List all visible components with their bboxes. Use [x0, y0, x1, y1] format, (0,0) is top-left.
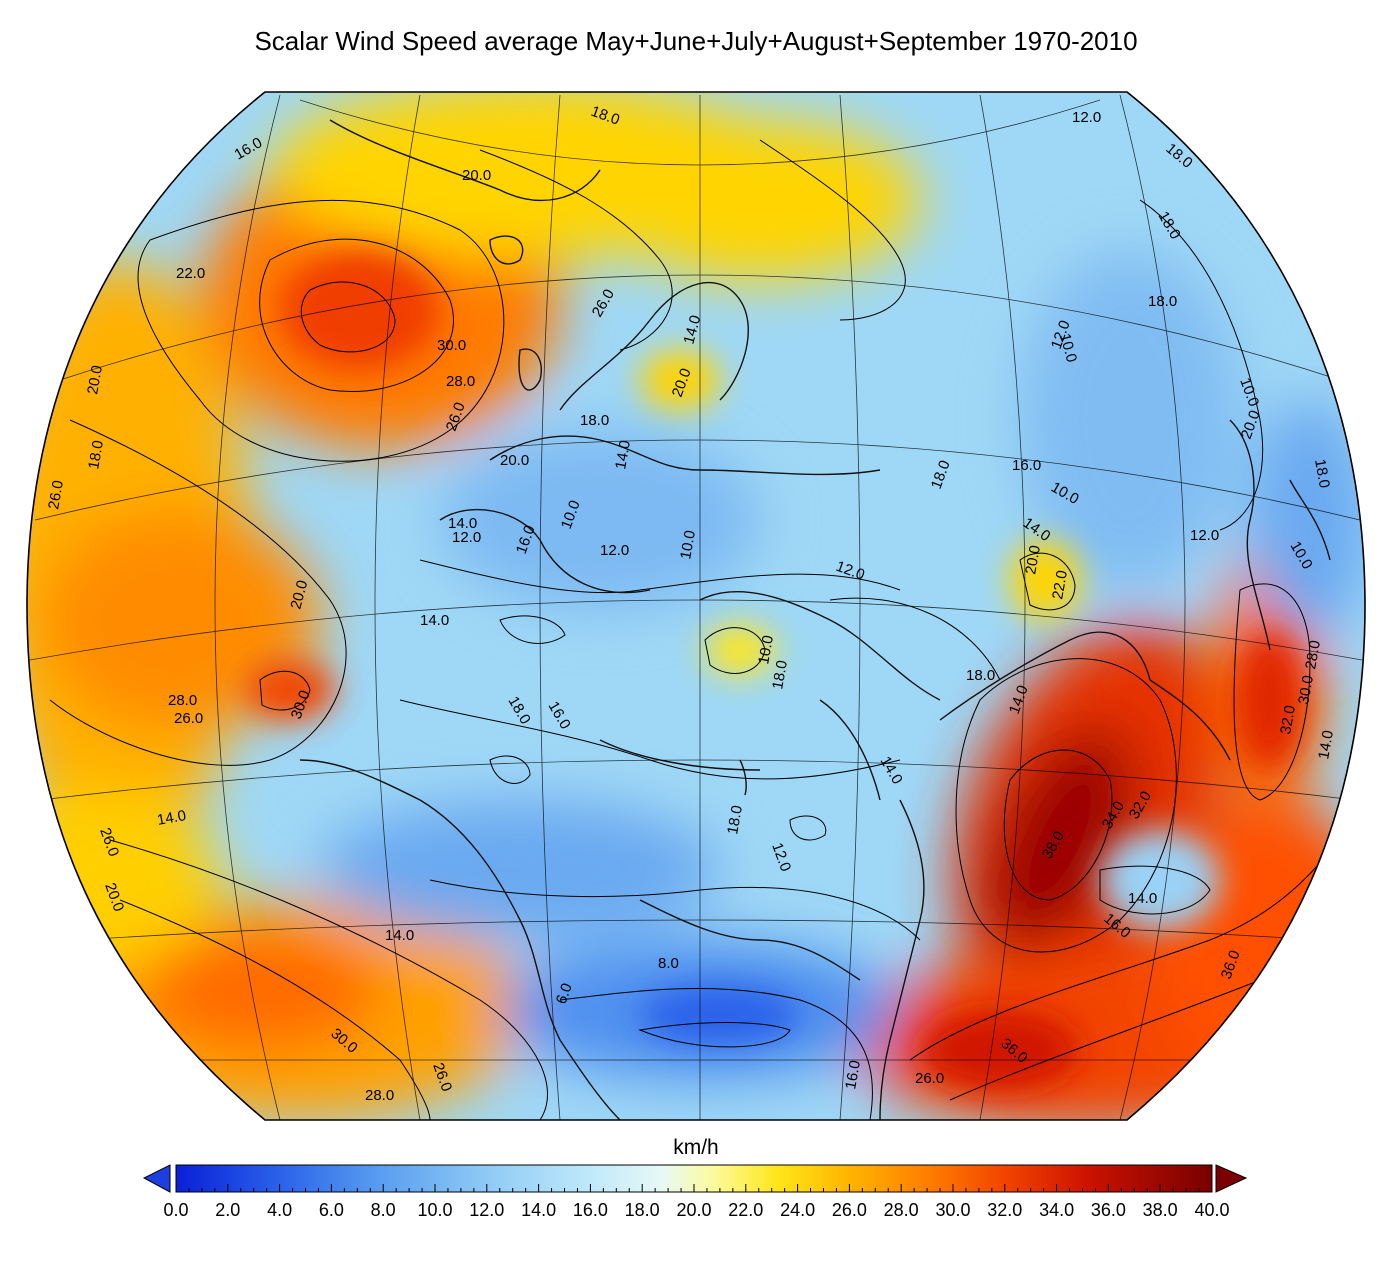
colorbar-min-arrow — [142, 1164, 171, 1193]
contour-label: 18.0 — [724, 804, 746, 836]
colorbar-tick-label: 22.0 — [728, 1200, 764, 1220]
contour-label: 28.0 — [365, 1087, 394, 1104]
colorbar-tick-label: 20.0 — [676, 1200, 712, 1220]
colorbar-unit: km/h — [673, 1136, 719, 1159]
colorbar-tick-label: 38.0 — [1142, 1200, 1178, 1220]
contour-label: 30.0 — [1295, 674, 1317, 706]
colorbar-tick-label: 26.0 — [831, 1200, 867, 1220]
contour-label: 28.0 — [446, 373, 475, 390]
coastlines — [299, 119, 1331, 1120]
colorbar — [142, 1164, 1248, 1193]
colorbar-tick-label: 40.0 — [1194, 1200, 1230, 1220]
contour-label: 18.0 — [966, 667, 995, 684]
wind-field: 12.0 16.0 20.0 18.0 22.0 30.0 28.0 26.0 … — [27, 92, 1365, 1120]
colorbar-tick-label: 4.0 — [267, 1200, 293, 1220]
colorbar-tick-label: 28.0 — [883, 1200, 919, 1220]
colorbar-tick-label: 24.0 — [780, 1200, 816, 1220]
globe-outline — [26, 91, 1366, 1121]
graticule — [29, 94, 1363, 1120]
contour-label: 18.0 — [85, 439, 107, 471]
contour-label: 22.0 — [176, 265, 205, 282]
colorbar-tick-label: 2.0 — [215, 1200, 241, 1220]
contour-label: 30.0 — [437, 337, 466, 354]
contour-label: 14.0 — [385, 927, 414, 944]
contour-label: 10.0 — [755, 634, 777, 666]
contour-label: 10.0 — [1056, 332, 1080, 365]
contour-label: 18.0 — [1148, 293, 1177, 310]
contour-label: 10.0 — [677, 529, 699, 561]
contour-label: 14.0 — [156, 807, 188, 829]
contour-label: 16.0 — [842, 1059, 864, 1091]
contour-label: 14.0 — [448, 515, 477, 532]
contour-label: 26.0 — [915, 1070, 944, 1087]
contour-label: 26.0 — [174, 710, 203, 727]
colorbar-tick-label: 8.0 — [370, 1200, 396, 1220]
contour-label: 14.0 — [1128, 890, 1157, 907]
contour-label: 20.0 — [500, 452, 529, 469]
contour-label: 20.0 — [1022, 544, 1044, 576]
colorbar-tick-label: 36.0 — [1090, 1200, 1126, 1220]
colorbar-tick-label: 16.0 — [572, 1200, 608, 1220]
colorbar-tick-label: 30.0 — [935, 1200, 971, 1220]
colorbar-tick-label: 12.0 — [469, 1200, 505, 1220]
contour-label: 26.0 — [45, 479, 67, 511]
contour-label: 8.0 — [658, 955, 679, 972]
colorbar-tick-label: 32.0 — [987, 1200, 1023, 1220]
contour-label: 14.0 — [420, 612, 449, 629]
contour-label: 14.0 — [612, 439, 634, 471]
contour-label: 32.0 — [1277, 704, 1299, 736]
map-title: Scalar Wind Speed average May+June+July+… — [254, 26, 1138, 56]
contour-label: 28.0 — [1302, 639, 1324, 671]
colorbar-tick-label: 18.0 — [624, 1200, 660, 1220]
colorbar-ticks — [175, 1184, 1213, 1192]
contour-label: 20.0 — [462, 167, 491, 184]
contour-label: 12.0 — [600, 542, 629, 559]
colorbar-max-arrow — [1215, 1164, 1248, 1193]
contour-label: 6.0 — [553, 981, 576, 1006]
contour-label: 18.0 — [769, 659, 791, 691]
contour-label: 12.0 — [1190, 527, 1219, 544]
contour-label: 14.0 — [680, 313, 704, 346]
contour-label: 12.0 — [1072, 109, 1101, 126]
colorbar-tick-label: 10.0 — [417, 1200, 453, 1220]
colorbar-tick-label: 6.0 — [318, 1200, 344, 1220]
contour-label: 20.0 — [287, 578, 311, 611]
contour-label: 18.0 — [580, 412, 609, 429]
contour-label: 18.0 — [1311, 458, 1333, 490]
colorbar-tick-label: 0.0 — [163, 1200, 189, 1220]
colorbar-tick-label: 34.0 — [1039, 1200, 1075, 1220]
contour-label: 28.0 — [168, 692, 197, 709]
contour-label: 12.0 — [452, 529, 481, 546]
isolines — [49, 139, 1331, 1120]
contour-label: 16.0 — [1012, 457, 1041, 474]
contour-label: 20.0 — [84, 364, 106, 396]
contour-label: 14.0 — [1315, 729, 1337, 761]
contour-label: 22.0 — [1049, 569, 1071, 601]
colorbar-tick-label: 14.0 — [521, 1200, 557, 1220]
